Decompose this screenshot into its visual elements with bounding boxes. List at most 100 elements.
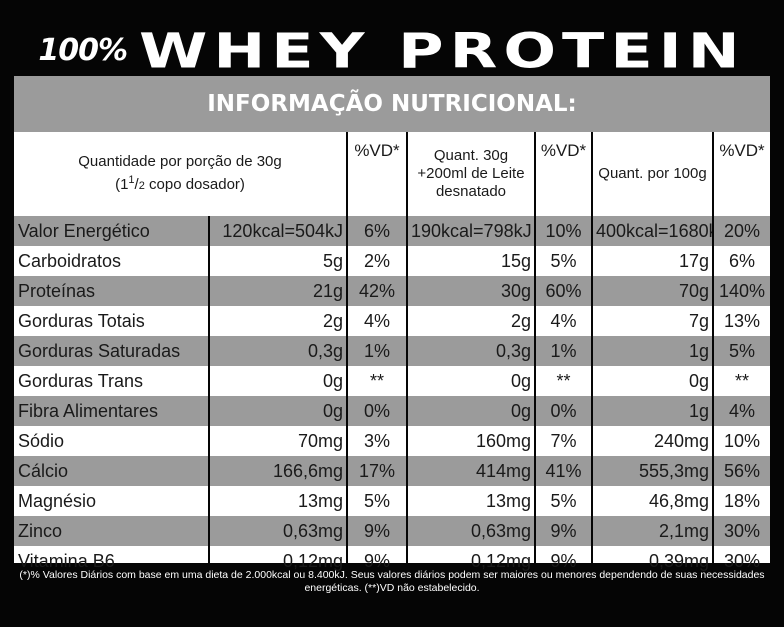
cell-vd30: 1% [347,336,408,366]
cell-vd100: 20% [713,216,770,246]
table-row: Gorduras Trans 0g ** 0g ** 0g ** [14,366,770,396]
footnote-line2: energéticas. (**)VD não estabelecido. [304,582,480,594]
cell-q30: 5g [209,246,348,276]
table-header-row: Quantidade por porção de 30g (11/2 copo … [14,132,770,216]
cell-vd100: 18% [723,490,761,511]
cell-label: Valor Energético [14,216,210,246]
cell-vd100: 13% [723,310,761,331]
table-row: Fibra Alimentares 0g 0% 0g 0% 1g 4% [14,396,770,426]
cell-vd100: 5% [713,336,770,366]
cell-q30: 13mg [209,486,348,516]
header-portion: Quantidade por porção de 30g (11/2 copo … [14,132,348,216]
nutrition-card: INFORMAÇÃO NUTRICIONAL: Quantidade por p… [14,76,770,576]
cell-q100: 555,3mg [592,456,714,486]
cell-vd30: 5% [347,486,408,516]
cell-label: Sódio [14,426,210,456]
cell-q30: 0g [209,366,348,396]
cell-q30: 0g [209,396,348,426]
cell-qmilk: 13mg [407,486,536,516]
header-vd-3: %VD* [719,141,765,160]
table-row: Zinco 0,63mg 9% 0,63mg 9% 2,1mg 30% [14,516,770,546]
cell-vdmilk: 10% [535,216,593,246]
product-title: 100% WHEY PROTEIN [0,18,784,82]
header-portion-line2-post: copo dosador) [144,176,245,193]
cell-qmilk: 30g [407,276,536,306]
cell-label: Gorduras Totais [14,306,210,336]
table-row: Carboidratos 5g 2% 15g 5% 17g 6% [14,246,770,276]
nutrition-table: Quantidade por porção de 30g (11/2 copo … [14,132,770,576]
cell-q100: 17g [592,246,714,276]
cell-qmilk: 0g [407,396,536,426]
cell-vdmilk: 7% [535,426,593,456]
cell-label: Vitamina B6 [14,546,210,576]
cell-vd100: 56% [713,456,770,486]
table-row: Magnésio 13mg 5% 13mg 5% 46,8mg 18% [14,486,770,516]
cell-vd100: ** [734,370,749,391]
cell-vdmilk: 9% [535,546,593,576]
cell-qmilk: 0g [407,366,536,396]
table-row: Cálcio 166,6mg 17% 414mg 41% 555,3mg 56% [14,456,770,486]
cell-qmilk: 0,12mg [407,546,536,576]
table-row: Valor Energético 120kcal=504kJ 6% 190kcal=7… [14,216,770,246]
nutrition-heading: INFORMAÇÃO NUTRICIONAL: [14,76,770,132]
cell-q100: 0g [592,366,714,396]
cell-label: Gorduras Saturadas [14,336,210,366]
cell-q30: 2g [209,306,348,336]
cell-vdmilk: 5% [535,246,593,276]
cell-vdmilk: 9% [535,516,593,546]
table-row: Vitamina B6 0,12mg 9% 0,12mg 9% 0,39mg 30% [14,546,770,576]
cell-vd100: 30% [713,516,770,546]
cell-label: Gorduras Trans [14,366,210,396]
cell-q100: 0,39mg [592,546,714,576]
cell-vd30: 0% [347,396,408,426]
cell-vdmilk: 41% [535,456,593,486]
header-portion-fraction-num: 1 [128,174,135,186]
cell-label: Cálcio [14,456,210,486]
cell-vd100: 4% [713,396,770,426]
header-vd-2: %VD* [535,132,593,216]
cell-label: Fibra Alimentares [14,396,210,426]
header-vd-1: %VD* [347,132,408,216]
cell-vd30: ** [347,366,408,396]
cell-qmilk: 0,63mg [407,516,536,546]
cell-vd100: 6% [728,250,755,271]
cell-vdmilk: 5% [535,486,593,516]
cell-qmilk: 414mg [407,456,536,486]
cell-q100: 46,8mg [592,486,714,516]
cell-vdmilk: ** [535,366,593,396]
cell-q30: 0,63mg [209,516,348,546]
table-row: Sódio 70mg 3% 160mg 7% 240mg 10% [14,426,770,456]
cell-q100: 7g [592,306,714,336]
cell-q100: 2,1mg [592,516,714,546]
title-main: WHEY PROTEIN [139,21,746,79]
cell-vd30: 6% [347,216,408,246]
header-portion-line2-pre: (1 [115,176,129,193]
cell-q100: 1g [592,396,714,426]
cell-q100: 240mg [592,426,714,456]
cell-vd30: 4% [347,306,408,336]
cell-qmilk: 0,3g [407,336,536,366]
cell-qmilk: 15g [407,246,536,276]
cell-q30: 166,6mg [209,456,348,486]
header-portion-line1: Quantidade por porção de 30g [78,153,282,170]
cell-vdmilk: 4% [535,306,593,336]
footnote-line1: (*)% Valores Diários com base em uma die… [19,569,765,581]
table-row: Gorduras Totais 2g 4% 2g 4% 7g 13% [14,306,770,336]
cell-q30: 70mg [209,426,348,456]
cell-q30: 0,3g [209,336,348,366]
header-quant-milk: Quant. 30g +200ml de Leite desnatado [407,132,536,216]
cell-vd100: 10% [723,430,761,451]
title-prefix: 100% [38,32,128,68]
cell-label: Carboidratos [14,246,210,276]
cell-label: Proteínas [14,276,210,306]
footnote: (*)% Valores Diários com base em uma die… [0,569,784,595]
cell-qmilk: 160mg [407,426,536,456]
cell-q30: 120kcal=504kJ [209,216,348,246]
cell-q30: 21g [209,276,348,306]
cell-label: Zinco [14,516,210,546]
cell-qmilk: 190kcal=798kJ [407,216,536,246]
cell-vd30: 9% [347,546,408,576]
cell-vd30: 9% [347,516,408,546]
cell-vd30: 42% [347,276,408,306]
cell-vdmilk: 60% [535,276,593,306]
